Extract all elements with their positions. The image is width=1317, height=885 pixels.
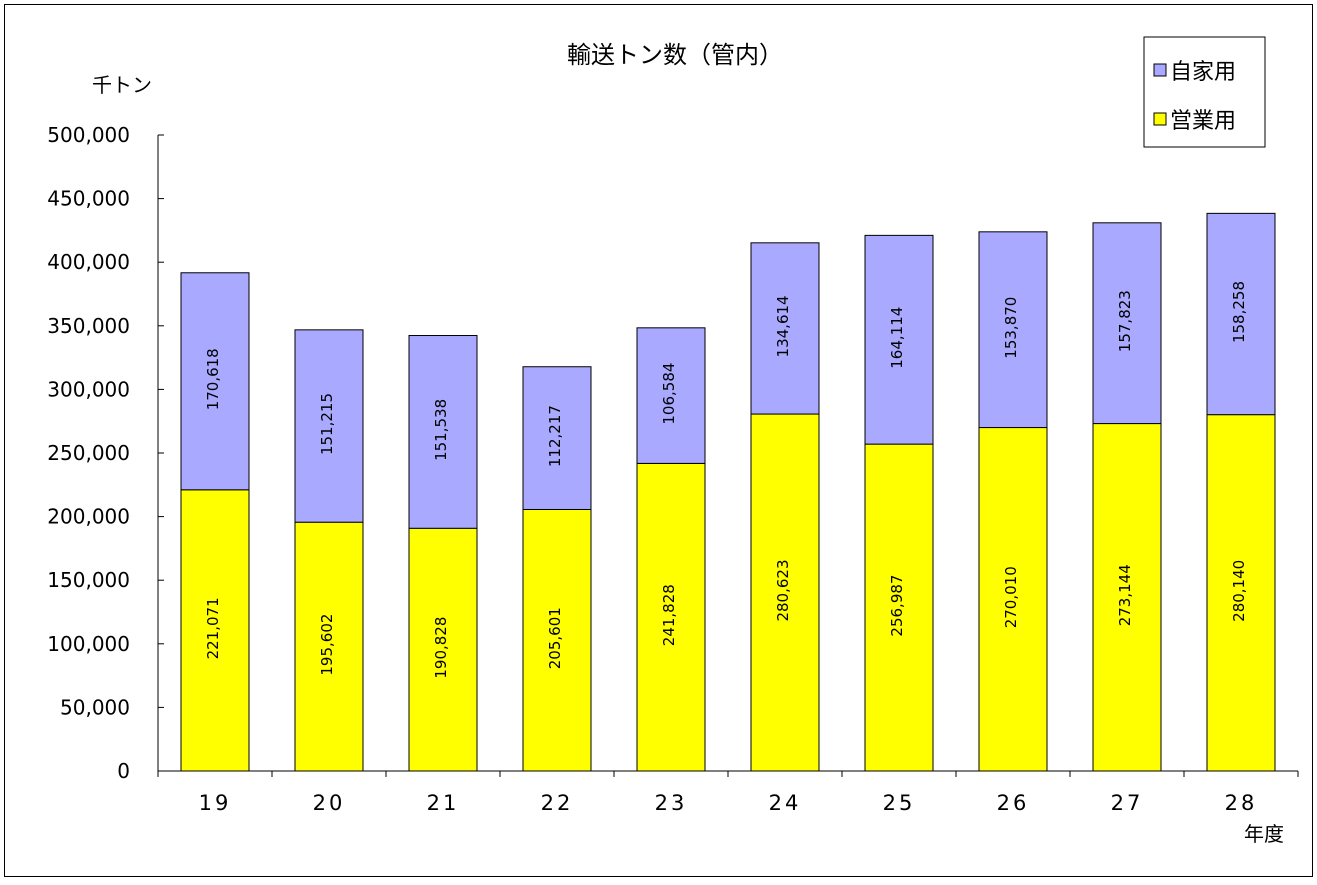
data-label: 273,144 bbox=[1116, 564, 1134, 626]
bar-segment-commercial bbox=[1206, 414, 1276, 772]
data-label: 170,618 bbox=[204, 348, 222, 410]
bar-segment-private bbox=[636, 327, 706, 464]
x-tick-label: 21 bbox=[427, 791, 460, 815]
data-label: 280,140 bbox=[1230, 560, 1248, 622]
y-tick-label: 150,000 bbox=[47, 568, 130, 592]
bar-segment-commercial bbox=[408, 527, 478, 772]
data-label: 157,823 bbox=[1116, 290, 1134, 352]
bar-segment-commercial bbox=[294, 521, 364, 772]
data-label: 153,870 bbox=[1002, 297, 1020, 359]
data-label: 280,623 bbox=[774, 560, 792, 622]
data-label: 221,071 bbox=[204, 597, 222, 659]
axes: 0 50,000 100,000 150,000 200,000 250,000 300,0… bbox=[47, 123, 1299, 815]
y-tick-label: 250,000 bbox=[47, 441, 130, 465]
legend-label: 営業用 bbox=[1170, 109, 1236, 134]
bars: 221,071 170,618 195,602 151,215 190,828 151,5… bbox=[180, 212, 1276, 772]
x-tick-label: 20 bbox=[313, 791, 346, 815]
x-tick-label: 23 bbox=[655, 791, 688, 815]
chart-title: 輸送トン数（管内） bbox=[567, 41, 783, 69]
y-tick-label: 200,000 bbox=[47, 505, 130, 529]
data-label: 112,217 bbox=[546, 405, 564, 467]
x-tick-label: 26 bbox=[997, 791, 1030, 815]
bar-segment-commercial bbox=[636, 462, 706, 772]
data-label: 164,114 bbox=[888, 307, 906, 369]
bar-segment-private bbox=[408, 335, 478, 529]
x-axis-unit-label: 年度 bbox=[1244, 822, 1284, 846]
y-tick-label: 500,000 bbox=[47, 123, 130, 147]
bar-segment-private bbox=[864, 234, 934, 445]
legend-swatch bbox=[1153, 112, 1167, 126]
data-label: 106,584 bbox=[660, 363, 678, 425]
bar-segment-private bbox=[522, 366, 592, 510]
data-label: 241,828 bbox=[660, 584, 678, 646]
x-tick-label: 25 bbox=[883, 791, 916, 815]
data-label: 205,601 bbox=[546, 607, 564, 669]
y-tick-label: 450,000 bbox=[47, 187, 130, 211]
data-label: 256,987 bbox=[888, 575, 906, 637]
x-tick-label: 24 bbox=[769, 791, 802, 815]
data-label: 151,538 bbox=[432, 399, 450, 461]
y-axis-unit-label: 千トン bbox=[92, 73, 152, 97]
bar-segment-private bbox=[978, 231, 1048, 429]
y-tick-label: 300,000 bbox=[47, 377, 130, 401]
x-tick-label: 27 bbox=[1111, 791, 1144, 815]
y-tick-label: 50,000 bbox=[60, 695, 130, 719]
bar-segment-private bbox=[1092, 222, 1162, 425]
data-label: 270,010 bbox=[1002, 566, 1020, 628]
x-tick-label: 28 bbox=[1225, 791, 1258, 815]
y-tick-label: 100,000 bbox=[47, 632, 130, 656]
bar-segment-commercial bbox=[180, 489, 250, 772]
legend-swatch bbox=[1153, 63, 1167, 77]
bar-segment-private bbox=[750, 242, 820, 415]
y-tick-label: 0 bbox=[117, 759, 130, 783]
legend-label: 自家用 bbox=[1170, 60, 1236, 85]
data-label: 195,602 bbox=[318, 614, 336, 676]
data-label: 190,828 bbox=[432, 617, 450, 679]
bar-segment-commercial bbox=[522, 508, 592, 772]
y-tick-label: 400,000 bbox=[47, 250, 130, 274]
legend-box bbox=[1143, 36, 1266, 148]
bar-segment-commercial bbox=[750, 413, 820, 772]
bar-segment-commercial bbox=[864, 443, 934, 772]
data-label: 158,258 bbox=[1230, 281, 1248, 343]
x-tick-label: 19 bbox=[199, 791, 232, 815]
y-tick-label: 350,000 bbox=[47, 314, 130, 338]
data-label: 134,614 bbox=[774, 295, 792, 357]
bar-segment-private bbox=[294, 329, 364, 523]
data-label: 151,215 bbox=[318, 393, 336, 455]
x-tick-label: 22 bbox=[541, 791, 574, 815]
bar-segment-private bbox=[1206, 212, 1276, 416]
bar-segment-private bbox=[180, 272, 250, 491]
